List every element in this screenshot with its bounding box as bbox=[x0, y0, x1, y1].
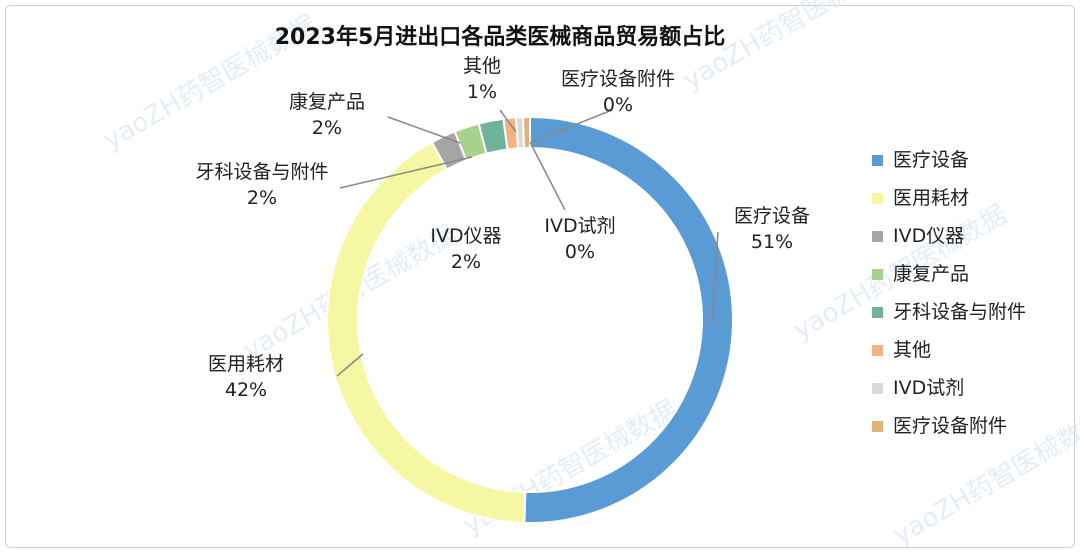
data-label-name-4: 牙科设备与附件 bbox=[195, 161, 328, 183]
slice-0 bbox=[523, 115, 734, 524]
legend-label-6: IVD试剂 bbox=[893, 377, 964, 399]
data-label-name-1: 医用耗材 bbox=[208, 353, 284, 375]
legend-label-7: 医疗设备附件 bbox=[893, 415, 1007, 437]
leader-line-1 bbox=[336, 353, 364, 377]
legend-label-3: 康复产品 bbox=[893, 263, 969, 285]
data-label-value-6: 0% bbox=[565, 241, 595, 263]
data-label-value-3: 2% bbox=[312, 117, 342, 139]
chart-frame bbox=[5, 5, 1075, 548]
legend-swatch-6 bbox=[872, 383, 883, 394]
data-label-name-6: IVD试剂 bbox=[544, 215, 615, 237]
data-label-value-1: 42% bbox=[225, 379, 267, 401]
data-label-name-0: 医疗设备 bbox=[734, 205, 810, 227]
legend-label-2: IVD仪器 bbox=[893, 225, 964, 247]
data-labels: 医疗设备 51% 医用耗材 42% IVD仪器 2% 康复产品 2% 牙科设备与附件 2% 其他 1%… bbox=[195, 55, 810, 401]
leader-line-6 bbox=[529, 141, 566, 211]
legend-swatch-2 bbox=[872, 231, 883, 242]
legend-swatch-5 bbox=[872, 345, 883, 356]
legend-swatch-7 bbox=[872, 421, 883, 432]
legend-label-1: 医用耗材 bbox=[893, 187, 969, 209]
legend-label-0: 医疗设备 bbox=[893, 149, 969, 171]
data-label-name-5: 其他 bbox=[463, 55, 501, 77]
data-label-value-5: 1% bbox=[467, 81, 497, 103]
data-label-name-3: 康复产品 bbox=[289, 91, 365, 113]
leader-line-5 bbox=[499, 109, 517, 133]
leader-line-4 bbox=[339, 156, 473, 189]
legend-swatch-4 bbox=[872, 307, 883, 318]
data-label-value-4: 2% bbox=[247, 187, 277, 209]
data-label-name-2: IVD仪器 bbox=[430, 225, 501, 247]
legend-swatch-1 bbox=[872, 193, 883, 204]
legend-swatch-0 bbox=[872, 155, 883, 166]
leader-line-0 bbox=[711, 231, 719, 326]
data-label-value-0: 51% bbox=[751, 231, 793, 253]
chart-title: 2023年5月进出口各品类医械商品贸易额占比 bbox=[275, 24, 726, 50]
leader-line-7 bbox=[531, 109, 613, 143]
leader-lines bbox=[336, 109, 719, 377]
legend-label-4: 牙科设备与附件 bbox=[893, 301, 1026, 323]
data-label-value-7: 0% bbox=[603, 94, 633, 116]
data-label-name-7: 医疗设备附件 bbox=[561, 68, 675, 90]
legend-label-5: 其他 bbox=[893, 339, 931, 361]
legend-swatch-3 bbox=[872, 269, 883, 280]
slices bbox=[326, 115, 734, 524]
leader-line-3 bbox=[387, 116, 461, 144]
data-label-value-2: 2% bbox=[451, 251, 481, 273]
slice-7 bbox=[521, 115, 531, 150]
slice-1 bbox=[326, 140, 527, 524]
